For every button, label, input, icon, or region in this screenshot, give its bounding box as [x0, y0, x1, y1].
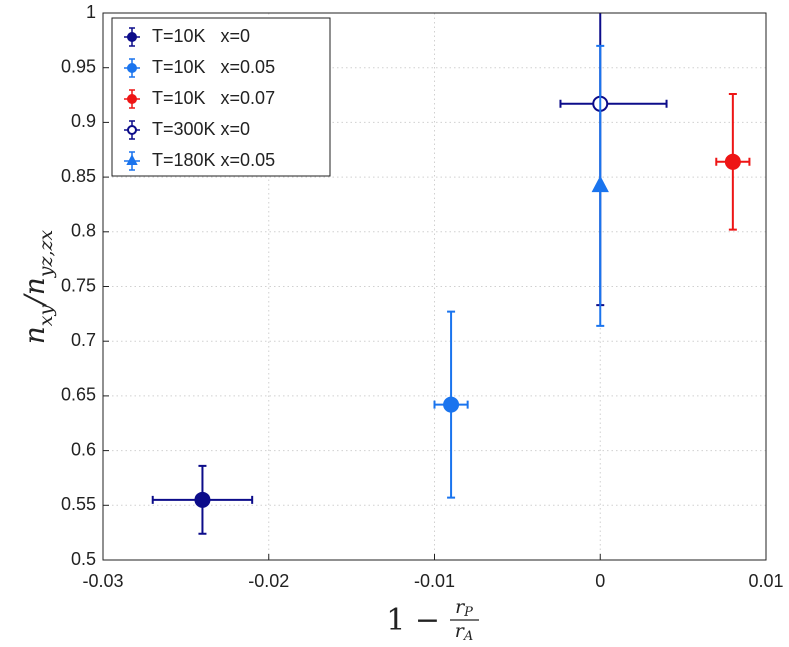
x-label-num: rP	[455, 596, 473, 620]
x-tick-label: -0.03	[82, 571, 123, 591]
x-tick-label: 0	[595, 571, 605, 591]
x-tick-label: -0.02	[248, 571, 289, 591]
legend-entry: T=300K x=0	[124, 119, 250, 140]
y-label-sub: yz,zx	[35, 229, 57, 278]
y-tick-label: 0.5	[71, 549, 96, 569]
legend-entry: T=10K x=0	[124, 26, 250, 47]
legend-label: T=10K x=0.05	[152, 57, 275, 77]
y-label-main: /n	[18, 277, 51, 307]
y-tick-label: 0.7	[71, 330, 96, 350]
y-label-sub: xy	[35, 304, 57, 326]
legend-label: T=300K x=0	[152, 119, 250, 139]
y-tick-label: 0.6	[71, 439, 96, 459]
y-tick-label: 0.55	[61, 494, 96, 514]
x-label-den-main: r	[455, 620, 466, 642]
y-tick-label: 0.85	[61, 166, 96, 186]
legend-entry: T=180K x=0.05	[124, 150, 275, 171]
legend-label: T=10K x=0	[152, 26, 250, 46]
marker	[127, 94, 137, 104]
marker	[127, 63, 137, 73]
x-label-den: rA	[455, 620, 473, 644]
marker	[127, 32, 137, 42]
marker	[194, 491, 211, 508]
x-tick-label: 0.01	[748, 571, 783, 591]
ticks: -0.03 -0.02 -0.01 0 0.01 0.5 0.55 0.6 0.65 0.7 0.7…	[61, 2, 784, 591]
legend-entry: T=10K x=0.07	[124, 88, 275, 109]
legend-label: T=10K x=0.07	[152, 88, 275, 108]
legend-label: T=180K x=0.05	[152, 150, 275, 170]
x-label-den-sub: A	[463, 629, 473, 644]
marker	[724, 153, 741, 170]
y-tick-label: 0.65	[61, 385, 96, 405]
legend: T=10K x=0 T=10K x=0.05 T=10K x=0.07 T=300K …	[111, 17, 331, 177]
marker	[127, 125, 137, 135]
x-label-lead: 1 −	[386, 603, 440, 638]
legend-entry: T=10K x=0.05	[124, 57, 275, 78]
marker	[591, 175, 609, 193]
y-tick-label: 1	[86, 2, 96, 22]
y-tick-label: 0.95	[61, 56, 96, 76]
marker	[126, 154, 138, 165]
marker	[443, 396, 460, 413]
y-tick-label: 0.8	[71, 221, 96, 241]
y-label-main: n	[18, 326, 51, 344]
y-tick-label: 0.9	[71, 111, 96, 131]
x-tick-label: -0.01	[414, 571, 455, 591]
x-error-bar	[559, 99, 668, 108]
y-axis-label: nxy/nyz,zx	[18, 229, 58, 344]
y-tick-label: 0.75	[61, 275, 96, 295]
x-label-num-main: r	[455, 596, 466, 618]
x-label-num-sub: P	[463, 605, 473, 620]
legend-box	[111, 17, 331, 177]
marks	[151, 13, 751, 535]
